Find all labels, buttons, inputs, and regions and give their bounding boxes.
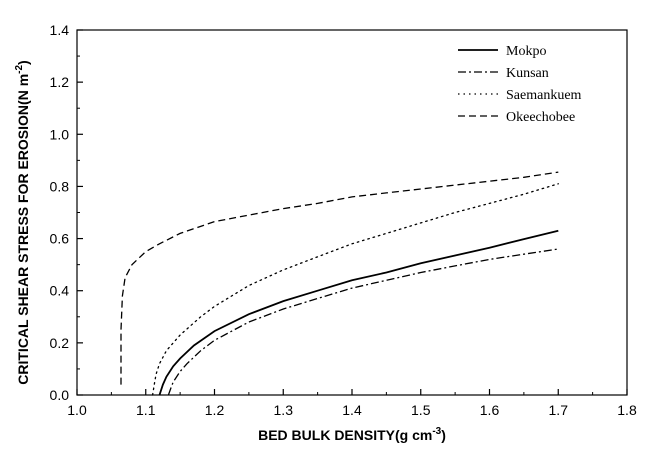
legend-label-okeechobee: Okeechobee: [506, 110, 575, 125]
x-axis-title-end: ): [441, 427, 446, 443]
legend-label-saemankuem: Saemankuem: [506, 88, 582, 103]
series-line-saemankuem: [151, 183, 559, 396]
legend: Mokpo Kunsan Saemankuem Okeechobee: [458, 44, 582, 125]
x-tick-label: 1.8: [617, 402, 637, 418]
y-tick-label: 0.0: [50, 387, 70, 403]
y-tick-label: 0.2: [50, 335, 70, 351]
y-axis-title-superscript: -2: [14, 65, 25, 74]
x-tick-label: 1.0: [67, 402, 87, 418]
y-tick-label: 0.6: [50, 231, 70, 247]
y-axis-title-end: ): [15, 60, 31, 65]
series-line-kunsan: [167, 248, 559, 396]
series-line-mokpo: [158, 229, 559, 396]
y-tick-label: 0.4: [50, 283, 70, 299]
series-lines: [120, 171, 559, 396]
tick-labels: 1.0 1.1 1.2 1.3 1.4 1.5 1.6 1.7 1.8 0.0 0.2 0.4 0.6 0…: [50, 22, 637, 418]
legend-label-kunsan: Kunsan: [506, 66, 549, 81]
y-tick-label: 1.2: [50, 74, 70, 90]
y-axis-title-main: CRITICAL SHEAR STRESS FOR EROSION(N m: [15, 74, 31, 385]
tick-marks: [76, 29, 628, 396]
x-tick-label: 1.5: [411, 402, 431, 418]
x-tick-label: 1.4: [342, 402, 362, 418]
y-tick-label: 1.4: [50, 22, 70, 38]
x-tick-label: 1.3: [274, 402, 294, 418]
x-tick-label: 1.1: [136, 402, 156, 418]
y-tick-label: 0.8: [50, 178, 70, 194]
x-axis-title-main: BED BULK DENSITY(g cm: [258, 427, 432, 443]
x-tick-label: 1.2: [205, 402, 225, 418]
x-axis-title-superscript: -3: [432, 426, 441, 437]
legend-label-mokpo: Mokpo: [506, 44, 546, 59]
x-tick-label: 1.7: [549, 402, 569, 418]
plot-frame: [76, 29, 628, 396]
x-axis-title: BED BULK DENSITY(g cm-3): [258, 426, 446, 443]
y-axis-title: CRITICAL SHEAR STRESS FOR EROSION(N m-2): [14, 60, 31, 384]
x-tick-label: 1.6: [480, 402, 500, 418]
y-tick-label: 1.0: [50, 126, 70, 142]
